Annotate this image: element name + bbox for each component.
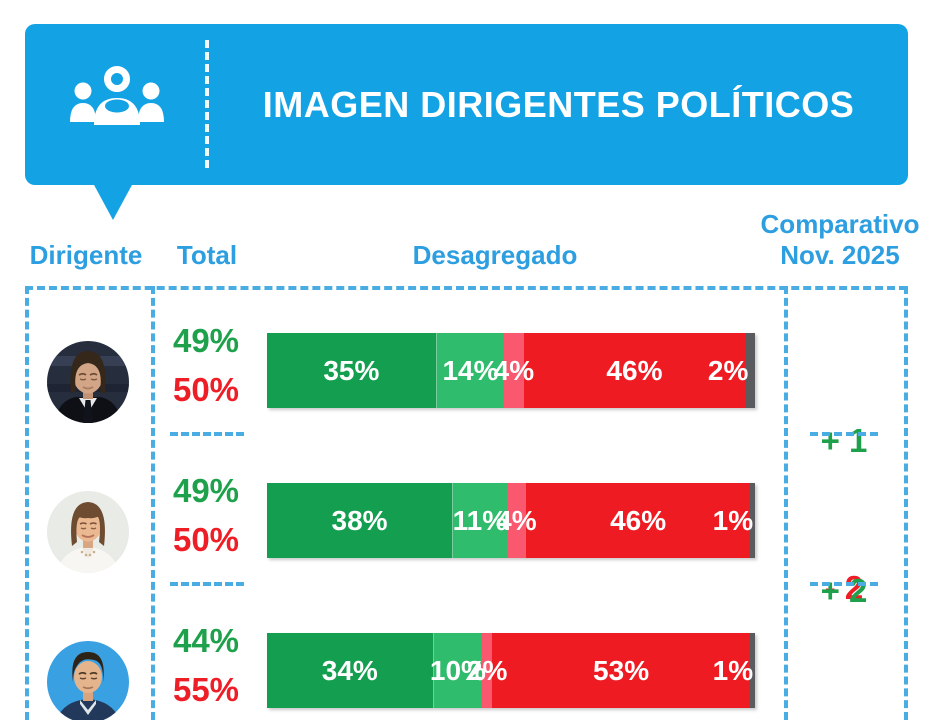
table-row: 49% 50% 35% 14% 4% 46% 2% + 1 - 2 [0,290,930,606]
total-positive: 49% [172,472,240,509]
bar-segment: 34% [267,633,434,708]
total-row-separator [170,582,244,586]
comparative-values: + 1 - 2 [788,318,900,710]
bar-segment-label: 1% [712,654,754,686]
bar-segment-label: 14% [442,354,499,386]
total-values: 49% 50% [158,316,254,414]
table-row: 49% 50% 38%11%4%46%1% + 2 - 3 [0,440,930,720]
bar-segment-label: 46% [610,504,667,536]
bar-segment-label: 1% [712,504,754,536]
leader-2-photo [46,490,130,574]
table-border-dirigente-total [151,286,155,720]
comparativo-line1: Comparativo [760,209,920,239]
bar-segment-label: 53% [593,654,650,686]
bar-segment: 10% [430,633,486,708]
total-negative: 55% [172,671,240,708]
bar-segment: 46% [523,333,746,408]
column-header-dirigente: Dirigente [29,240,143,270]
total-values: 49% 50% [158,466,254,564]
bar-segment-label: 38% [331,504,388,536]
header-dashed-divider [205,40,209,168]
bar-segment-label: 4% [493,354,535,386]
leader-1-photo [46,340,130,424]
page-title: IMAGEN DIRIGENTES POLÍTICOS [262,83,855,125]
bar-segment: 53% [492,633,751,708]
comparative-positive: + 2 [820,572,868,609]
table-border-left [25,286,29,720]
total-positive: 49% [172,322,240,359]
comparative-negative: - 2 [824,569,864,606]
bar-segment: 4% [494,333,534,408]
banner-pointer-tail [93,183,133,220]
table-top-border [25,286,907,290]
bar-segment: 38% [267,483,454,558]
table-row: 44% 55% 34% 10%2% 53% 1% + 3 - 3 [0,590,930,720]
comparative-row-separator [810,582,878,586]
bar-segment-label: 10% [429,654,486,686]
title-banner: IMAGEN DIRIGENTES POLÍTICOS [25,24,908,185]
bar-segment: 2% [708,333,755,408]
bar-segment: 2% [467,633,507,708]
comparative-positive: + 1 [820,422,868,459]
people-group-icon [67,64,167,144]
bar-segment: 1% [713,483,755,558]
bar-segment: 35% [267,333,437,408]
bar-segment: 14% [436,333,505,408]
stacked-bar: 34% 10% 2% 53% 1% [267,633,755,708]
bar-segment: 1% [713,633,755,708]
column-header-comparativo: Comparativo Nov. 2025 [760,209,920,271]
bar-segment: 11% [453,483,507,558]
bar-segment-label: 4% [496,504,537,536]
comparativo-line2: Nov. 2025 [780,240,900,270]
bar-segment-label: 11% [452,504,508,536]
total-positive: 44% [172,622,240,659]
stacked-bar: 35% 14% 4% 46% 2% [267,333,755,408]
table-border-right [904,286,908,720]
bar-segment-label: 34% [321,654,378,686]
bar-segment-label: 35% [323,354,380,386]
table-border-bars-comparativo [784,286,788,720]
total-negative: 50% [172,521,240,558]
bar-segment: 4% [496,483,537,558]
column-header-desagregado: Desagregado [412,240,578,270]
bar-segment: 46% [526,483,751,558]
total-values: 44% 55% [158,616,254,714]
bar-segment-label: 2% [707,354,749,386]
leader-3-photo [46,640,130,720]
total-negative: 50% [172,371,240,408]
bar-segment-label: 46% [606,354,663,386]
comparative-values: + 3 - 3 [788,618,900,720]
column-header-total: Total [176,240,238,270]
total-row-separator [170,432,244,436]
comparative-row-separator [810,432,878,436]
stacked-bar: 38% 11% 4% 46% 1% [267,483,755,558]
bar-segment-label: 2% [466,654,508,686]
comparative-positive: + 3 [788,716,900,720]
